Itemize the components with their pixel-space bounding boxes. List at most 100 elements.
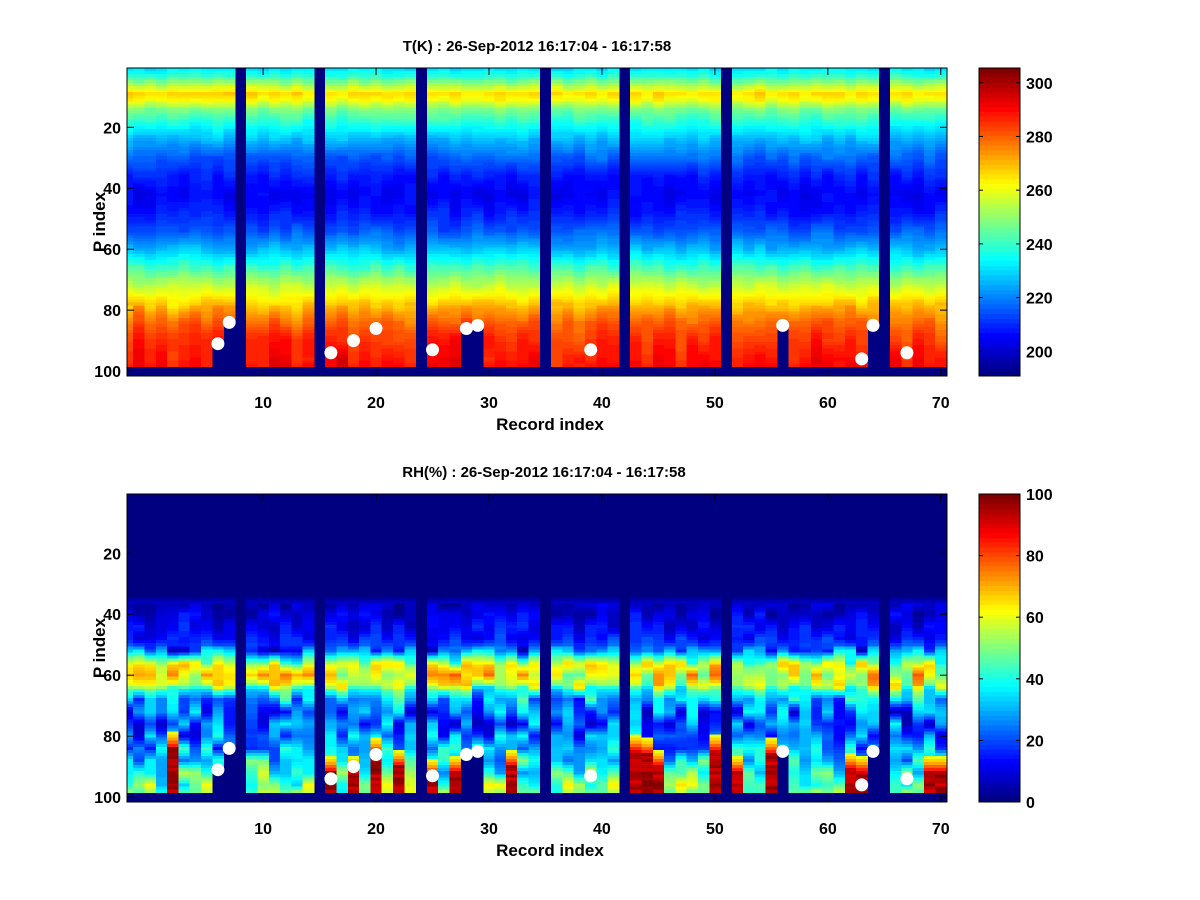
heatmap-cell bbox=[472, 262, 484, 267]
heatmap-cell bbox=[472, 116, 484, 121]
heatmap-cell bbox=[856, 125, 868, 130]
heatmap-cell bbox=[370, 281, 383, 285]
heatmap-cell bbox=[370, 262, 383, 267]
heatmap-cell bbox=[257, 174, 270, 194]
heatmap-cell bbox=[777, 137, 789, 142]
heatmap-cell bbox=[325, 302, 337, 306]
heatmap-cell bbox=[517, 278, 529, 282]
heatmap-cell bbox=[731, 183, 744, 191]
heatmap-cell bbox=[336, 342, 349, 346]
heatmap-cell bbox=[167, 217, 179, 224]
heatmap-cell bbox=[901, 217, 913, 221]
heatmap-cell bbox=[155, 259, 168, 264]
heatmap-cell bbox=[675, 293, 688, 300]
heatmap-cell bbox=[347, 299, 360, 303]
heatmap-cell bbox=[381, 76, 394, 81]
heatmap-cell bbox=[404, 98, 416, 102]
heatmap-cell bbox=[189, 317, 202, 322]
heatmap-cell bbox=[697, 238, 710, 242]
heatmap-cell bbox=[325, 101, 337, 105]
heatmap-cell bbox=[381, 290, 394, 294]
heatmap-cell bbox=[607, 68, 620, 72]
heatmap-cell bbox=[675, 241, 688, 246]
heatmap-cell bbox=[223, 311, 236, 316]
heatmap-cell bbox=[686, 269, 699, 273]
heatmap-cell bbox=[426, 269, 439, 273]
heatmap-cell bbox=[607, 83, 620, 87]
heatmap-cell bbox=[641, 73, 654, 78]
heatmap-cell bbox=[810, 110, 823, 114]
heatmap-cell bbox=[347, 128, 360, 133]
heatmap-cell bbox=[528, 241, 541, 246]
heatmap-cell bbox=[246, 147, 258, 151]
heatmap-cell bbox=[912, 299, 925, 303]
heatmap-cell bbox=[935, 336, 947, 343]
heatmap-cell bbox=[754, 278, 767, 282]
heatmap-cell bbox=[472, 137, 484, 142]
heatmap-cell bbox=[404, 214, 416, 218]
heatmap-cell bbox=[246, 339, 258, 364]
heatmap-cell bbox=[347, 101, 360, 105]
heatmap-cell bbox=[257, 119, 270, 124]
heatmap-cell bbox=[212, 98, 224, 102]
heatmap-cell bbox=[788, 284, 800, 288]
heatmap-cell bbox=[754, 104, 767, 108]
heatmap-cell bbox=[370, 256, 383, 261]
heatmap-cell bbox=[438, 281, 450, 285]
heatmap-cell bbox=[822, 92, 834, 96]
heatmap-cell bbox=[189, 250, 202, 255]
heatmap-cell bbox=[505, 110, 518, 114]
heatmap-cell bbox=[799, 308, 812, 313]
heatmap-cell bbox=[664, 68, 676, 72]
heatmap-cell bbox=[517, 314, 529, 319]
heatmap-cell bbox=[551, 293, 563, 297]
heatmap-cell bbox=[573, 168, 586, 175]
heatmap-cell bbox=[743, 116, 755, 121]
heatmap-cell bbox=[833, 317, 846, 322]
heatmap-cell bbox=[889, 326, 902, 331]
heatmap-cell bbox=[844, 174, 857, 182]
heatmap-cell bbox=[562, 363, 575, 367]
heatmap-cell bbox=[347, 192, 360, 197]
heatmap-cell bbox=[641, 153, 654, 157]
heatmap-cell bbox=[381, 354, 394, 361]
heatmap-cell bbox=[822, 311, 834, 316]
heatmap-cell bbox=[325, 323, 337, 328]
heatmap-cell bbox=[551, 101, 563, 105]
heatmap-cell bbox=[664, 226, 676, 230]
heatmap-cell bbox=[573, 293, 586, 297]
heatmap-cell bbox=[664, 305, 676, 310]
heatmap-cell bbox=[449, 86, 462, 90]
heatmap-cell bbox=[280, 281, 292, 285]
heatmap-cell bbox=[528, 320, 541, 331]
heatmap-cell bbox=[607, 293, 620, 297]
heatmap-cell bbox=[641, 363, 654, 367]
heatmap-cell bbox=[127, 137, 134, 142]
heatmap-cell bbox=[505, 156, 518, 160]
heatmap-cell bbox=[709, 311, 721, 316]
heatmap-cell bbox=[302, 235, 315, 239]
heatmap-cell bbox=[359, 116, 371, 121]
heatmap-cell bbox=[517, 363, 529, 367]
heatmap-cell bbox=[223, 68, 236, 72]
heatmap-cell bbox=[810, 119, 823, 124]
heatmap-cell bbox=[777, 259, 789, 264]
heatmap-cell bbox=[765, 333, 778, 343]
heatmap-cell bbox=[189, 137, 202, 142]
heatmap-cell bbox=[291, 284, 304, 291]
heatmap-cell bbox=[528, 95, 541, 99]
heatmap-cell bbox=[483, 144, 496, 148]
heatmap-cell bbox=[404, 284, 416, 288]
heatmap-cell bbox=[788, 119, 800, 124]
heatmap-cell bbox=[697, 101, 710, 105]
heatmap-cell bbox=[630, 70, 642, 75]
heatmap-cell bbox=[765, 250, 778, 255]
surface-marker bbox=[776, 318, 790, 332]
heatmap-cell bbox=[370, 296, 383, 300]
heatmap-cell bbox=[178, 73, 191, 78]
heatmap-cell bbox=[641, 101, 654, 105]
heatmap-cell bbox=[144, 296, 157, 300]
heatmap-cell bbox=[923, 256, 936, 261]
heatmap-cell bbox=[200, 131, 213, 139]
heatmap-cell bbox=[144, 150, 157, 157]
